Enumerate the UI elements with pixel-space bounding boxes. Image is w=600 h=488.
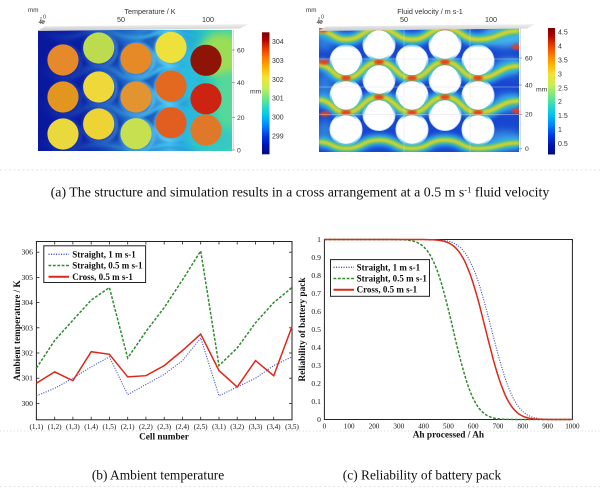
svg-text:0.4: 0.4 xyxy=(311,343,321,352)
svg-text:Ah processed / Ah: Ah processed / Ah xyxy=(413,431,485,441)
svg-text:0: 0 xyxy=(323,423,327,431)
svg-text:1: 1 xyxy=(558,127,562,134)
svg-text:306: 306 xyxy=(22,248,34,257)
svg-text:(1,1): (1,1) xyxy=(30,423,44,431)
svg-text:(2,1): (2,1) xyxy=(121,423,135,431)
svg-text:302: 302 xyxy=(22,349,34,358)
svg-text:Cross, 0.5 m s-1: Cross, 0.5 m s-1 xyxy=(357,285,418,295)
svg-text:0.3: 0.3 xyxy=(311,361,321,370)
svg-text:299: 299 xyxy=(272,134,284,141)
svg-text:40: 40 xyxy=(237,80,245,87)
svg-text:20: 20 xyxy=(525,112,533,119)
svg-text:600: 600 xyxy=(468,423,479,431)
svg-text:700: 700 xyxy=(493,423,504,431)
svg-text:(2,3): (2,3) xyxy=(157,423,171,431)
svg-text:(3,5): (3,5) xyxy=(285,423,299,431)
svg-text:0.5: 0.5 xyxy=(311,325,321,334)
svg-text:304: 304 xyxy=(272,39,284,46)
svg-text:2: 2 xyxy=(558,99,562,106)
svg-text:Ambient temperature / K: Ambient temperature / K xyxy=(13,279,23,381)
svg-text:305: 305 xyxy=(22,273,34,282)
svg-text:Reliability of battery pack: Reliability of battery pack xyxy=(298,277,308,382)
svg-text:400: 400 xyxy=(418,423,429,431)
svg-text:Cross, 0.5 m s-1: Cross, 0.5 m s-1 xyxy=(72,272,133,282)
svg-text:(1,3): (1,3) xyxy=(66,423,80,431)
svg-text:Fluid velocity / m s-1: Fluid velocity / m s-1 xyxy=(397,7,463,16)
svg-text:0: 0 xyxy=(43,15,46,21)
svg-text:40: 40 xyxy=(525,82,533,89)
svg-text:1000: 1000 xyxy=(565,423,580,431)
svg-text:60: 60 xyxy=(237,47,245,54)
svg-text:(2,4): (2,4) xyxy=(176,423,190,431)
svg-text:(1,4): (1,4) xyxy=(84,423,98,431)
svg-text:0: 0 xyxy=(525,146,529,153)
svg-text:100: 100 xyxy=(202,15,214,24)
svg-text:mm: mm xyxy=(306,7,317,14)
svg-text:1: 1 xyxy=(317,235,321,244)
svg-text:(1,2): (1,2) xyxy=(48,423,62,431)
svg-text:0.2: 0.2 xyxy=(311,379,321,388)
svg-text:4: 4 xyxy=(558,43,562,50)
svg-text:0.6: 0.6 xyxy=(311,307,321,316)
svg-text:800: 800 xyxy=(517,423,528,431)
svg-text:0.8: 0.8 xyxy=(311,271,321,280)
svg-text:300: 300 xyxy=(393,423,404,431)
svg-text:Straight, 1 m s-1: Straight, 1 m s-1 xyxy=(357,262,421,272)
svg-text:(3,1): (3,1) xyxy=(212,423,226,431)
svg-text:mm: mm xyxy=(536,86,548,93)
svg-text:304: 304 xyxy=(22,298,34,307)
svg-text:100: 100 xyxy=(485,15,497,24)
svg-text:100: 100 xyxy=(344,423,355,431)
svg-text:500: 500 xyxy=(443,423,454,431)
svg-text:(3,2): (3,2) xyxy=(230,423,244,431)
svg-text:Straight, 0.5 m s-1: Straight, 0.5 m s-1 xyxy=(357,274,428,284)
svg-text:0.1: 0.1 xyxy=(311,397,321,406)
svg-text:300: 300 xyxy=(272,115,284,122)
svg-text:(2,5): (2,5) xyxy=(194,423,208,431)
svg-text:0.7: 0.7 xyxy=(311,289,321,298)
svg-text:(1,5): (1,5) xyxy=(103,423,117,431)
svg-text:3: 3 xyxy=(558,71,562,78)
svg-text:200: 200 xyxy=(369,423,380,431)
svg-text:2.5: 2.5 xyxy=(558,85,568,92)
svg-text:(c) Reliability of battery pac: (c) Reliability of battery pack xyxy=(343,468,502,483)
svg-text:0: 0 xyxy=(317,415,321,424)
svg-text:Straight, 0.5 m s-1: Straight, 0.5 m s-1 xyxy=(72,261,143,271)
svg-text:(2,2): (2,2) xyxy=(139,423,153,431)
svg-text:900: 900 xyxy=(542,423,553,431)
svg-text:(3,4): (3,4) xyxy=(267,423,281,431)
svg-text:(b) Ambient temperature: (b) Ambient temperature xyxy=(92,468,224,483)
svg-text:4.5: 4.5 xyxy=(558,30,568,37)
svg-text:50: 50 xyxy=(117,15,125,24)
svg-text:Temperature / K: Temperature / K xyxy=(124,7,175,16)
svg-text:(3,3): (3,3) xyxy=(249,423,263,431)
svg-text:mm: mm xyxy=(28,7,39,14)
svg-text:300: 300 xyxy=(22,399,34,408)
svg-text:301: 301 xyxy=(272,96,284,103)
svg-text:0: 0 xyxy=(237,147,241,154)
svg-text:3.5: 3.5 xyxy=(558,57,568,64)
svg-text:60: 60 xyxy=(525,55,533,62)
svg-text:303: 303 xyxy=(22,323,34,332)
svg-text:0.5: 0.5 xyxy=(558,141,568,148)
svg-text:303: 303 xyxy=(272,58,284,65)
svg-text:Straight, 1 m s-1: Straight, 1 m s-1 xyxy=(72,249,136,259)
svg-text:mm: mm xyxy=(250,88,262,95)
svg-text:Cell number: Cell number xyxy=(139,433,189,443)
svg-text:302: 302 xyxy=(272,77,284,84)
svg-text:1.5: 1.5 xyxy=(558,113,568,120)
svg-text:301: 301 xyxy=(22,374,34,383)
svg-text:(a) The structure and simulati: (a) The structure and simulation results… xyxy=(51,185,550,201)
svg-text:0: 0 xyxy=(321,15,324,21)
svg-text:20: 20 xyxy=(237,115,245,122)
svg-text:50: 50 xyxy=(400,15,408,24)
svg-text:0.9: 0.9 xyxy=(311,253,321,262)
